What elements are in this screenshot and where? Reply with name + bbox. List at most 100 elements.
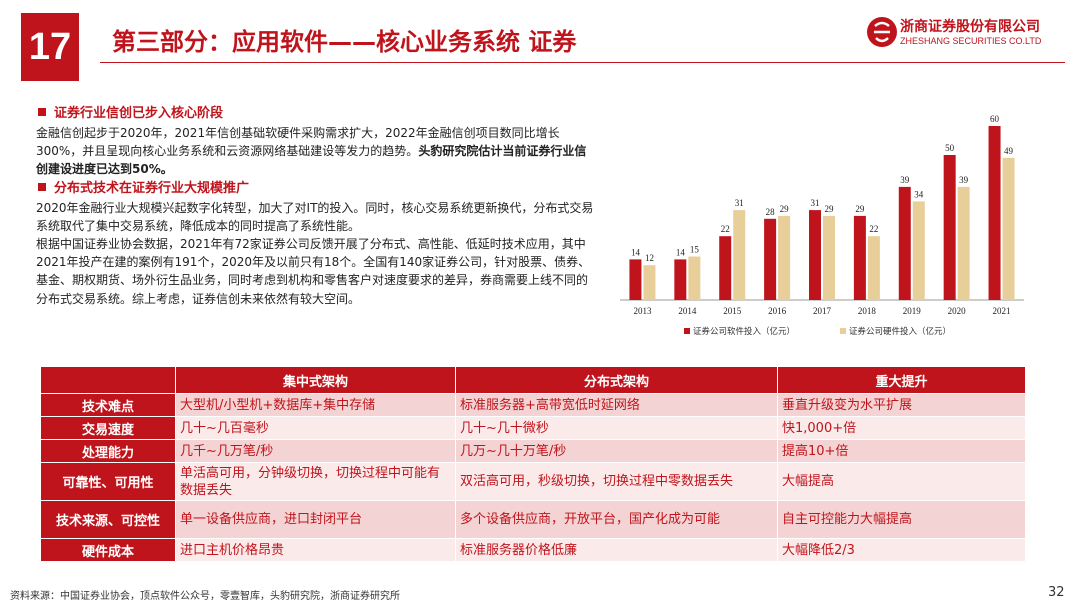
bar-hardware-2014	[688, 256, 701, 300]
bar-hardware-2018	[867, 236, 880, 300]
table-cell: 几十~几十微秒	[455, 416, 778, 440]
table-header-cell: 分布式架构	[455, 366, 778, 394]
legend-swatch	[840, 328, 846, 334]
legend-label: 证券公司硬件投入（亿元）	[849, 326, 951, 337]
row-label: 技术来源、可控性	[40, 500, 176, 539]
bar-hardware-2017	[823, 215, 835, 300]
row-label: 可靠性、可用性	[40, 462, 176, 501]
table-cell: 快1,000+倍	[777, 416, 1026, 440]
page-number-badge: 17	[21, 13, 79, 81]
bar-software-2017	[809, 210, 821, 300]
header-divider	[100, 62, 1065, 63]
data-label: 34	[914, 189, 924, 199]
table-cell: 大型机/小型机+数据库+集中存储	[175, 393, 456, 417]
data-label: 22	[869, 224, 878, 234]
bar-software-2015	[719, 236, 732, 300]
row-label: 处理能力	[40, 439, 176, 463]
data-label: 14	[631, 247, 641, 257]
company-name-en: ZHESHANG SECURITIES CO.LTD	[900, 36, 1042, 46]
table-cell: 双活高可用，秒级切换，切换过程中零数据丢失	[455, 462, 778, 501]
section-1-text: 金融信创起步于2020年，2021年信创基础软硬件采购需求扩大，2022年金融信…	[36, 126, 560, 159]
chart-svg: 14 12 2013 14 15 2014 22 31 2015 28 29 2016 31 29 2017…	[620, 114, 1024, 337]
bar-software-2013	[629, 259, 642, 300]
company-name-cn: 浙商证券股份有限公司	[900, 19, 1040, 35]
bar-hardware-2015	[733, 210, 746, 300]
table-row: 硬件成本 进口主机价格昂贵 标准服务器价格低廉 大幅降低2/3	[40, 538, 1026, 562]
table-cell: 标准服务器+高带宽低时延网络	[455, 393, 778, 417]
table-cell: 大幅降低2/3	[777, 538, 1026, 562]
section-heading-1-text: 证券行业信创已步入核心阶段	[54, 106, 224, 121]
source-note: 资料来源：中国证券业协会，顶点软件公众号，零壹智库，头豹研究院，浙商证券研究所	[10, 591, 400, 602]
data-label: 22	[721, 224, 730, 234]
table-cell: 多个设备供应商，开放平台，国产化成为可能	[455, 500, 778, 539]
data-label: 50	[945, 143, 955, 153]
table-cell: 标准服务器价格低廉	[455, 538, 778, 562]
data-label: 39	[959, 175, 969, 185]
footer-page-number: 32	[1048, 585, 1065, 600]
bar-software-2021	[988, 126, 1001, 300]
bar-hardware-2016	[778, 215, 791, 300]
data-label: 49	[1004, 146, 1014, 156]
table-header-cell: 集中式架构	[175, 366, 456, 394]
x-tick-label: 2015	[723, 306, 742, 316]
bar-software-2016	[764, 218, 777, 300]
data-label: 29	[780, 204, 790, 214]
table-header-cell	[40, 366, 176, 394]
x-tick-label: 2017	[813, 306, 832, 316]
bar-software-2018	[853, 215, 866, 300]
row-label: 交易速度	[40, 416, 176, 440]
row-label: 技术难点	[40, 393, 176, 417]
bar-software-2014	[674, 259, 687, 300]
data-label: 29	[825, 204, 835, 214]
company-logo-icon	[867, 17, 897, 47]
company-logo: 浙商证券股份有限公司 ZHESHANG SECURITIES CO.LTD	[866, 14, 1066, 58]
bar-hardware-2020	[957, 186, 970, 300]
data-label: 39	[900, 175, 910, 185]
data-label: 14	[676, 247, 686, 257]
table-cell: 进口主机价格昂贵	[175, 538, 456, 562]
section-heading-2: 分布式技术在证券行业大规模推广	[36, 179, 596, 199]
table-row: 处理能力 几千~几万笔/秒 几万~几十万笔/秒 提高10+倍	[40, 439, 1026, 463]
x-tick-label: 2013	[633, 306, 652, 316]
data-label: 31	[735, 198, 744, 208]
table-cell: 单一设备供应商，进口封闭平台	[175, 500, 456, 539]
table-cell: 几万~几十万笔/秒	[455, 439, 778, 463]
x-tick-label: 2020	[948, 306, 967, 316]
data-label: 12	[645, 253, 654, 263]
table-row: 技术难点 大型机/小型机+数据库+集中存储 标准服务器+高带宽低时延网络 垂直升…	[40, 393, 1026, 417]
x-tick-label: 2014	[678, 306, 697, 316]
table-cell: 单活高可用，分钟级切换，切换过程中可能有数据丢失	[175, 462, 456, 501]
section-heading-1: 证券行业信创已步入核心阶段	[36, 104, 596, 124]
architecture-comparison-table: 集中式架构 分布式架构 重大提升 技术难点 大型机/小型机+数据库+集中存储 标…	[40, 366, 1026, 562]
table-cell: 提高10+倍	[777, 439, 1026, 463]
row-label: 硬件成本	[40, 538, 176, 562]
table-row: 交易速度 几十~几百毫秒 几十~几十微秒 快1,000+倍	[40, 416, 1026, 440]
section-2-paragraph-1: 2020年金融行业大规模兴起数字化转型，加大了对IT的投入。同时，核心交易系统更…	[36, 200, 594, 233]
data-label: 31	[811, 198, 820, 208]
x-tick-label: 2016	[768, 306, 787, 316]
section-1-paragraph: 金融信创起步于2020年，2021年信创基础软硬件采购需求扩大，2022年金融信…	[36, 124, 596, 179]
table-cell: 几千~几万笔/秒	[175, 439, 456, 463]
table-row: 技术来源、可控性 单一设备供应商，进口封闭平台 多个设备供应商，开放平台，国产化…	[40, 500, 1026, 539]
data-label: 60	[990, 114, 1000, 124]
table-row: 可靠性、可用性 单活高可用，分钟级切换，切换过程中可能有数据丢失 双活高可用，秒…	[40, 462, 1026, 501]
bar-hardware-2013	[643, 265, 656, 300]
bullet-square-icon	[38, 182, 46, 191]
legend-label: 证券公司软件投入（亿元）	[693, 326, 795, 337]
section-2-paragraph-2: 根据中国证券业协会数据，2021年有72家证券公司反馈开展了分布式、高性能、低延…	[36, 237, 591, 306]
bar-software-2020	[943, 155, 956, 300]
bar-software-2019	[898, 186, 911, 300]
bar-hardware-2021	[1002, 157, 1015, 300]
bullet-square-icon	[38, 108, 46, 116]
x-tick-label: 2021	[993, 306, 1011, 316]
data-label: 29	[855, 204, 865, 214]
bar-hardware-2019	[912, 201, 925, 300]
investment-bar-chart: 14 12 2013 14 15 2014 22 31 2015 28 29 2016 31 29 2017…	[612, 108, 1032, 353]
table-cell: 自主可控能力大幅提高	[777, 500, 1026, 539]
section-heading-2-text: 分布式技术在证券行业大规模推广	[54, 180, 250, 196]
text-content: 证券行业信创已步入核心阶段 金融信创起步于2020年，2021年信创基础软硬件采…	[36, 104, 596, 308]
data-label: 28	[766, 207, 776, 217]
table-header-cell: 重大提升	[777, 366, 1026, 394]
data-label: 15	[690, 245, 700, 255]
x-tick-label: 2018	[858, 306, 877, 316]
